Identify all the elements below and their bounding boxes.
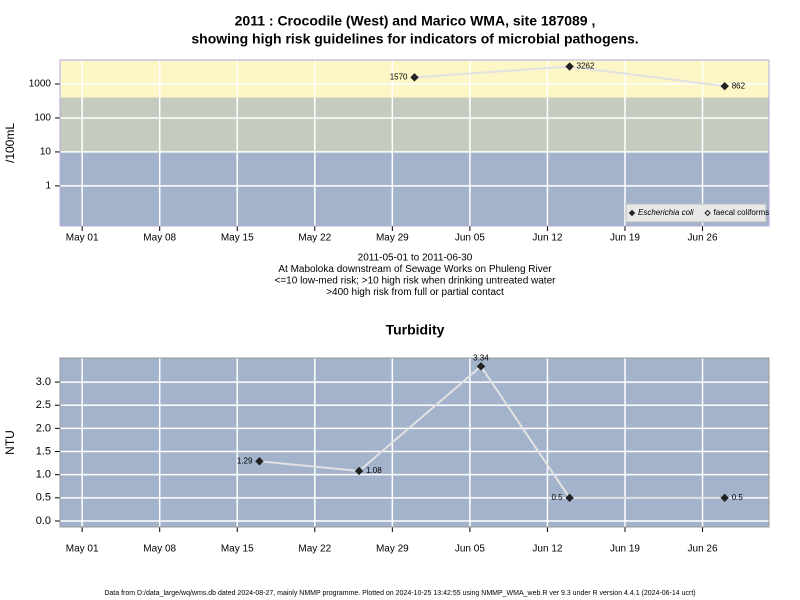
x-tick-label: Jun 26 [688,233,718,244]
chart-title: Turbidity [386,322,445,338]
x-tick-label: May 01 [66,544,99,555]
y-tick-label: 2.0 [36,422,51,434]
plot-border [59,59,770,227]
y-tick-label: 1000 [29,79,52,90]
x-tick-label: Jun 12 [532,233,562,244]
data-point [410,73,419,82]
legend-marker [704,209,711,217]
x-tick-label: May 29 [376,544,409,555]
y-tick-label: 10 [40,147,52,158]
y-tick-label: 0.0 [36,515,51,527]
y-tick-label: 2.5 [36,399,51,411]
note: At Maboloka downstream of Sewage Works o… [278,264,552,275]
x-tick-label: May 22 [298,233,331,244]
data-label: 0.5 [732,493,744,502]
y-tick-label: 1.0 [36,469,51,481]
note: <=10 low-med risk; >10 high risk when dr… [275,276,557,287]
data-point [565,493,574,503]
x-tick-label: Jun 26 [688,544,718,555]
data-label: 1.29 [237,456,253,465]
data-label: 862 [732,81,746,90]
y-tick-label: 3.0 [36,376,51,388]
y-axis-label: /100mL [3,123,17,163]
data-label: 0.5 [551,493,563,502]
x-tick-label: May 08 [143,544,176,555]
x-tick-label: Jun 05 [455,544,485,555]
x-tick-label: Jun 19 [610,233,640,244]
data-label: 1570 [390,72,408,81]
chart-title: 2011 : Crocodile (West) and Marico WMA, … [235,13,596,29]
footer: Data from D:/data_large/wq/wms.db dated … [104,590,695,597]
y-tick-label: 0.5 [36,492,51,504]
data-point [720,493,729,503]
y-tick-label: 1.5 [36,445,51,457]
x-tick-label: May 01 [66,233,99,244]
x-tick-label: Jun 19 [610,544,640,555]
data-point [476,362,486,371]
x-tick-label: May 29 [376,233,409,244]
risk-band [60,358,769,527]
data-point [354,466,364,476]
chart-title: showing high risk guidelines for indicat… [191,31,638,47]
x-tick-label: May 22 [298,544,331,555]
x-tick-label: May 15 [221,544,254,555]
data-point [720,81,729,91]
risk-band [60,97,769,152]
x-tick-label: Jun 05 [455,233,485,244]
data-label: 3262 [577,62,595,71]
data-point [255,457,264,466]
x-tick-label: May 15 [221,233,254,244]
data-point [565,62,574,71]
legend-label: Escherichia coli [638,208,694,217]
plot-border [59,357,770,528]
y-axis-label: NTU [3,430,17,455]
data-label: 3.34 [473,353,489,362]
data-label: 1.08 [366,466,382,475]
legend-box [625,203,767,223]
y-tick-label: 1 [45,181,51,192]
note: 2011-05-01 to 2011-06-30 [358,253,473,264]
legend-label: faecal coliforms [714,208,770,217]
x-tick-label: Jun 12 [532,544,562,555]
y-tick-label: 100 [34,113,51,124]
legend-marker [628,209,636,217]
x-tick-label: May 08 [143,233,176,244]
note: >400 high risk from full or partial cont… [326,287,504,298]
